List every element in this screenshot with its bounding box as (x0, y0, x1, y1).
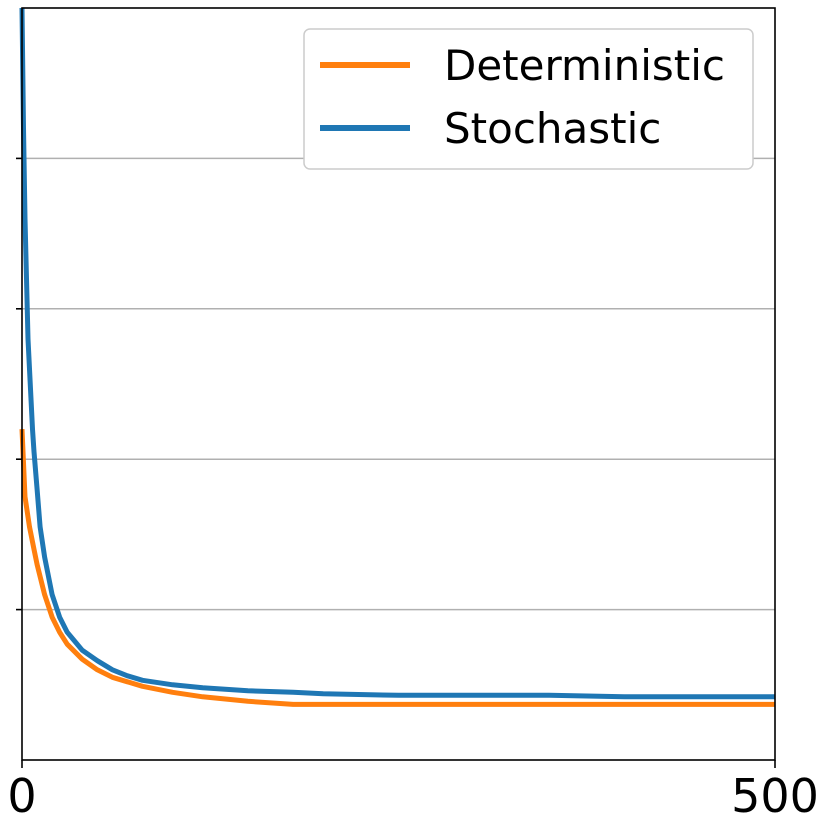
y-ticks (16, 157, 22, 611)
series-lines (19, 7, 775, 707)
x-tick-label: 0 (7, 769, 36, 823)
plot-frame (21, 7, 776, 761)
series-line-deterministic (19, 428, 775, 707)
legend: Deterministic Stochastic (303, 28, 754, 170)
series-line-stochastic (19, 7, 775, 700)
legend-label: Deterministic (444, 41, 725, 90)
x-tick-label: 500 (731, 769, 819, 823)
grid-lines (22, 157, 775, 611)
x-ticks: 0 500 (7, 760, 819, 823)
legend-label: Stochastic (444, 104, 661, 153)
legend-box (303, 28, 754, 170)
